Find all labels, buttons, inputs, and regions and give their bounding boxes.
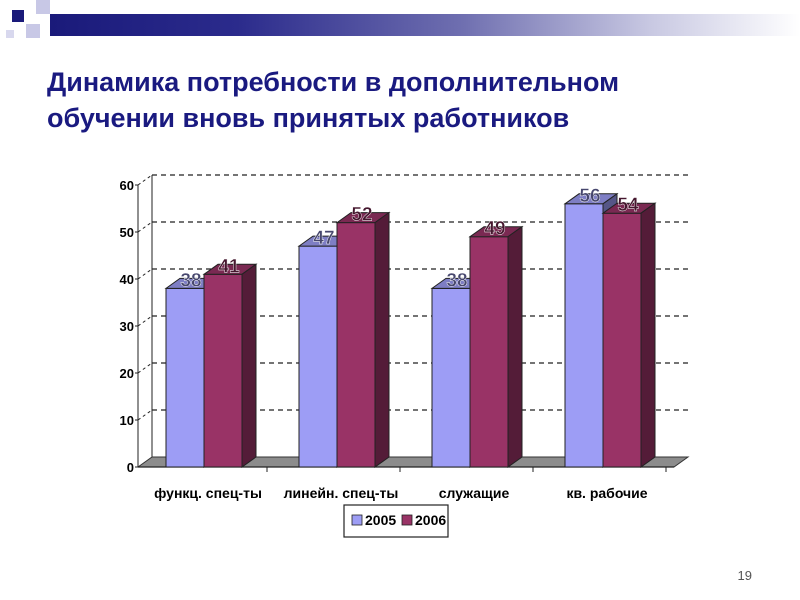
gridline-side (137, 409, 153, 421)
bar-2006 (469, 236, 509, 468)
y-tick-label: 30 (120, 319, 134, 334)
bar-side-2006 (507, 225, 523, 468)
legend-label-2006: 2006 (415, 512, 446, 528)
gridline-side (137, 174, 153, 186)
corner-decoration (6, 0, 50, 38)
data-label: 56 (579, 186, 600, 207)
gridline-side (137, 268, 153, 280)
y-tick-label: 0 (127, 460, 134, 475)
slide-title: Динамика потребности в дополнительном об… (47, 64, 767, 136)
data-label: 49 (484, 219, 505, 240)
slide-title-line-2: обучении вновь принятых работников (47, 103, 570, 133)
y-tick-label: 50 (120, 225, 134, 240)
bar-side-2006 (374, 211, 390, 468)
data-label: 54 (617, 195, 639, 216)
y-tick-label: 60 (120, 178, 134, 193)
y-tick-label: 20 (120, 366, 134, 381)
x-tick-label: функц. спец-ты (154, 485, 262, 501)
bar-2005 (564, 203, 604, 468)
gridline-side (137, 315, 153, 327)
x-tick-label: линейн. спец-ты (284, 485, 399, 501)
data-label: 52 (351, 205, 372, 226)
legend-swatch-2006 (401, 514, 413, 526)
legend-label-2005: 2005 (365, 512, 396, 528)
bar-side-2006 (640, 202, 656, 468)
data-label: 41 (218, 256, 240, 277)
bar-2005 (431, 287, 471, 468)
bar-2005 (298, 245, 338, 468)
header-gradient-bar (50, 14, 800, 36)
data-label: 38 (446, 270, 467, 291)
bar-2006 (203, 273, 243, 468)
gridline-side (137, 221, 153, 233)
data-label: 38 (180, 270, 201, 291)
x-tick-label: служащие (439, 485, 510, 501)
bar-side-2006 (241, 263, 257, 468)
x-tick-label: кв. рабочие (566, 485, 647, 501)
gridline-side (137, 362, 153, 374)
bar-2005 (165, 287, 205, 468)
data-label: 47 (313, 228, 334, 249)
bar-2006 (602, 212, 642, 468)
y-tick-label: 10 (120, 413, 134, 428)
slide-number: 19 (737, 568, 752, 583)
slide-title-line-1: Динамика потребности в дополнительном (47, 67, 620, 97)
y-tick-label: 40 (120, 272, 134, 287)
legend-swatch-2005 (351, 514, 363, 526)
bar-chart: 0 10 20 30 40 50 60 38 41 функц. спец-ты 47 52 линей… (120, 174, 690, 538)
bar-2006 (336, 222, 376, 468)
